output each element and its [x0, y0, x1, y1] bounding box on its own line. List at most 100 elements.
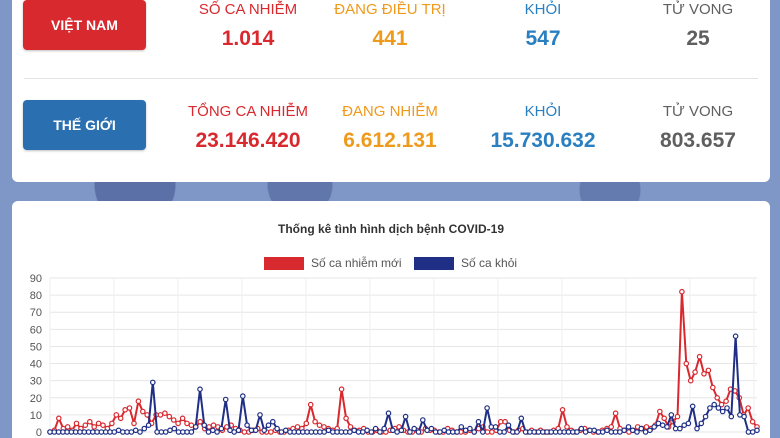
- data-point[interactable]: [265, 422, 272, 429]
- data-point[interactable]: [261, 427, 268, 434]
- data-point[interactable]: [685, 420, 692, 427]
- data-point[interactable]: [707, 405, 713, 411]
- data-point[interactable]: [559, 407, 566, 413]
- data-point[interactable]: [150, 379, 156, 386]
- data-point[interactable]: [724, 405, 730, 411]
- data-point[interactable]: [312, 418, 318, 425]
- data-point[interactable]: [718, 401, 725, 408]
- data-point[interactable]: [711, 401, 718, 408]
- data-point[interactable]: [368, 429, 375, 435]
- data-point[interactable]: [709, 384, 716, 391]
- data-point[interactable]: [647, 427, 653, 434]
- data-point[interactable]: [91, 424, 98, 430]
- data-point[interactable]: [501, 429, 508, 435]
- data-point[interactable]: [621, 427, 628, 434]
- data-point[interactable]: [316, 422, 323, 429]
- data-point[interactable]: [454, 429, 460, 435]
- data-point[interactable]: [87, 418, 93, 425]
- data-point[interactable]: [303, 420, 310, 427]
- data-point[interactable]: [679, 288, 685, 295]
- data-point[interactable]: [492, 424, 499, 430]
- data-point[interactable]: [372, 425, 379, 432]
- data-point[interactable]: [728, 413, 735, 420]
- data-point[interactable]: [612, 410, 619, 417]
- vietnam-button[interactable]: VIỆT NAM: [23, 0, 146, 50]
- data-point[interactable]: [100, 422, 106, 429]
- data-point[interactable]: [471, 429, 478, 435]
- data-point[interactable]: [698, 420, 705, 427]
- data-point[interactable]: [428, 425, 435, 432]
- data-point[interactable]: [201, 422, 208, 429]
- data-point[interactable]: [126, 405, 133, 411]
- data-point[interactable]: [73, 420, 80, 427]
- data-point[interactable]: [564, 424, 570, 430]
- data-point[interactable]: [294, 424, 301, 430]
- data-point[interactable]: [608, 424, 615, 430]
- data-point[interactable]: [505, 422, 512, 429]
- data-point[interactable]: [385, 410, 392, 417]
- data-point[interactable]: [307, 401, 314, 408]
- data-point[interactable]: [197, 418, 204, 425]
- data-point[interactable]: [661, 415, 668, 422]
- data-point[interactable]: [82, 422, 89, 429]
- data-point[interactable]: [343, 415, 349, 422]
- data-point[interactable]: [719, 408, 726, 415]
- data-point[interactable]: [411, 425, 418, 432]
- data-point[interactable]: [574, 429, 580, 435]
- data-point[interactable]: [683, 360, 690, 367]
- data-point[interactable]: [381, 425, 388, 432]
- data-point[interactable]: [625, 424, 632, 430]
- data-point[interactable]: [222, 396, 229, 403]
- data-point[interactable]: [402, 413, 409, 420]
- data-point[interactable]: [141, 425, 148, 432]
- data-point[interactable]: [188, 429, 195, 435]
- world-button[interactable]: THẾ GIỚI: [23, 100, 146, 150]
- data-point[interactable]: [694, 425, 700, 432]
- data-point[interactable]: [214, 429, 220, 435]
- data-point[interactable]: [518, 415, 525, 422]
- data-point[interactable]: [651, 424, 658, 430]
- data-point[interactable]: [714, 395, 721, 401]
- data-point[interactable]: [407, 429, 413, 435]
- data-point[interactable]: [398, 427, 405, 434]
- data-point[interactable]: [268, 429, 274, 435]
- data-point[interactable]: [206, 424, 212, 430]
- data-point[interactable]: [157, 412, 164, 418]
- data-point[interactable]: [122, 407, 128, 413]
- data-point[interactable]: [749, 418, 756, 425]
- data-point[interactable]: [347, 424, 354, 430]
- data-point[interactable]: [668, 412, 675, 418]
- data-point[interactable]: [701, 371, 707, 377]
- data-point[interactable]: [484, 429, 491, 435]
- data-point[interactable]: [741, 413, 747, 420]
- data-point[interactable]: [689, 403, 696, 410]
- data-point[interactable]: [137, 429, 143, 435]
- data-point[interactable]: [745, 405, 752, 411]
- data-point[interactable]: [702, 413, 709, 420]
- data-point[interactable]: [732, 333, 739, 340]
- data-point[interactable]: [497, 418, 504, 425]
- data-point[interactable]: [715, 405, 722, 411]
- data-point[interactable]: [692, 369, 698, 375]
- data-point[interactable]: [475, 418, 482, 425]
- data-point[interactable]: [643, 424, 650, 430]
- data-point[interactable]: [252, 427, 259, 434]
- data-point[interactable]: [269, 418, 276, 425]
- data-point[interactable]: [240, 393, 246, 399]
- data-point[interactable]: [171, 425, 178, 432]
- data-point[interactable]: [754, 427, 760, 434]
- data-point[interactable]: [109, 420, 115, 427]
- data-point[interactable]: [415, 429, 422, 435]
- data-point[interactable]: [638, 425, 645, 432]
- data-point[interactable]: [723, 398, 729, 405]
- data-point[interactable]: [192, 424, 199, 430]
- data-point[interactable]: [257, 412, 263, 418]
- data-point[interactable]: [55, 415, 62, 422]
- data-point[interactable]: [175, 420, 181, 427]
- data-point[interactable]: [467, 425, 473, 432]
- data-point[interactable]: [235, 427, 242, 434]
- data-point[interactable]: [458, 424, 465, 430]
- data-point[interactable]: [479, 429, 486, 435]
- legend-new-cases[interactable]: Số ca nhiễm mới: [264, 256, 402, 270]
- data-point[interactable]: [64, 424, 71, 430]
